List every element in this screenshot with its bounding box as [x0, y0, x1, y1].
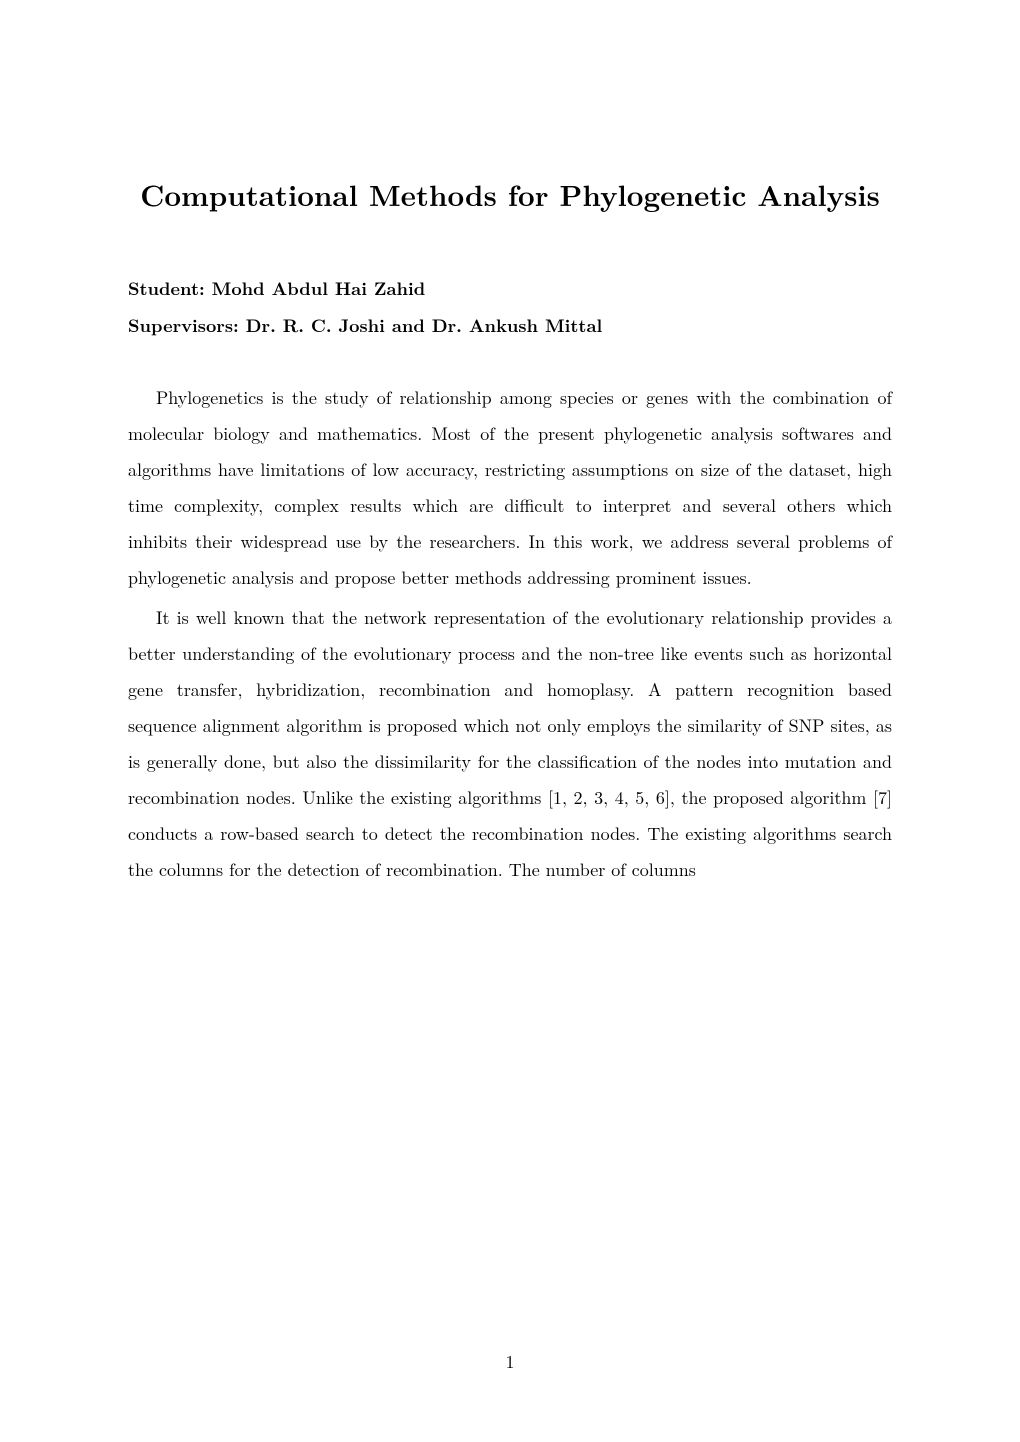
paper-title: Computational Methods for Phylogenetic A… — [128, 175, 892, 214]
supervisors-line: Supervisors: Dr. R. C. Joshi and Dr. Ank… — [128, 313, 892, 338]
student-line: Student: Mohd Abdul Hai Zahid — [128, 276, 892, 301]
supervisors-names: Dr. R. C. Joshi and Dr. Ankush Mittal — [246, 313, 603, 338]
supervisors-label: Supervisors: — [128, 313, 239, 338]
body-paragraph-1: Phylogenetics is the study of relationsh… — [128, 380, 892, 596]
page-number: 1 — [0, 1349, 1020, 1374]
student-name: Mohd Abdul Hai Zahid — [212, 276, 426, 301]
body-paragraph-2: It is well known that the network repres… — [128, 600, 892, 888]
student-label: Student: — [128, 276, 205, 301]
